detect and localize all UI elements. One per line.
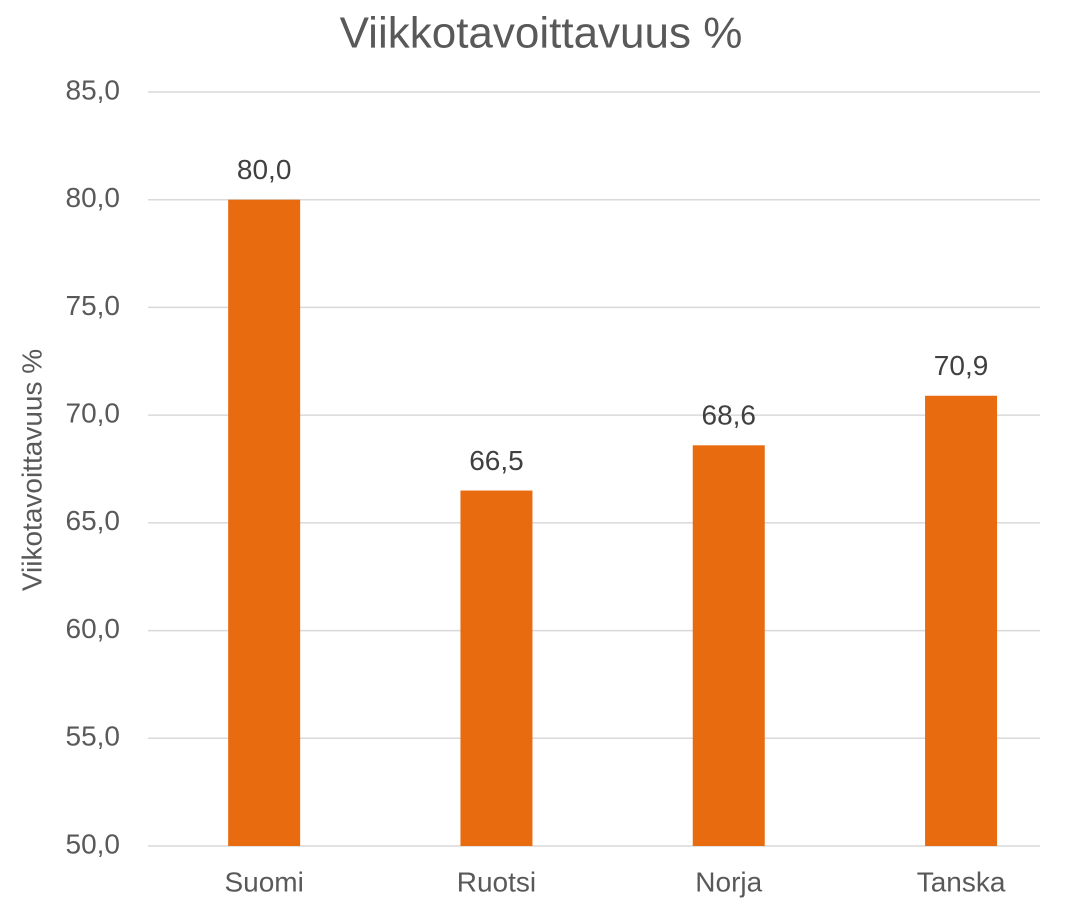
y-axis-label: Viikotavoittavuus % bbox=[16, 349, 47, 591]
x-tick-label: Ruotsi bbox=[457, 866, 536, 897]
y-tick-label: 50,0 bbox=[66, 828, 121, 859]
bar bbox=[925, 395, 998, 846]
bar bbox=[228, 199, 301, 846]
y-tick-label: 65,0 bbox=[66, 505, 121, 536]
bar bbox=[460, 490, 533, 846]
y-tick-label: 85,0 bbox=[66, 74, 121, 105]
data-label: 80,0 bbox=[237, 154, 292, 185]
x-tick-label: Suomi bbox=[224, 866, 303, 897]
x-tick-label: Norja bbox=[695, 866, 762, 897]
y-tick-label: 60,0 bbox=[66, 613, 121, 644]
chart-title: Viikkotavoittavuus % bbox=[340, 9, 743, 58]
bar bbox=[692, 445, 765, 846]
y-tick-label: 80,0 bbox=[66, 182, 121, 213]
data-label: 70,9 bbox=[934, 350, 989, 381]
y-tick-label: 75,0 bbox=[66, 290, 121, 321]
y-tick-label: 55,0 bbox=[66, 721, 121, 752]
y-tick-label: 70,0 bbox=[66, 398, 121, 429]
x-tick-label: Tanska bbox=[917, 866, 1006, 897]
data-label: 68,6 bbox=[702, 400, 757, 431]
data-label: 66,5 bbox=[469, 445, 524, 476]
